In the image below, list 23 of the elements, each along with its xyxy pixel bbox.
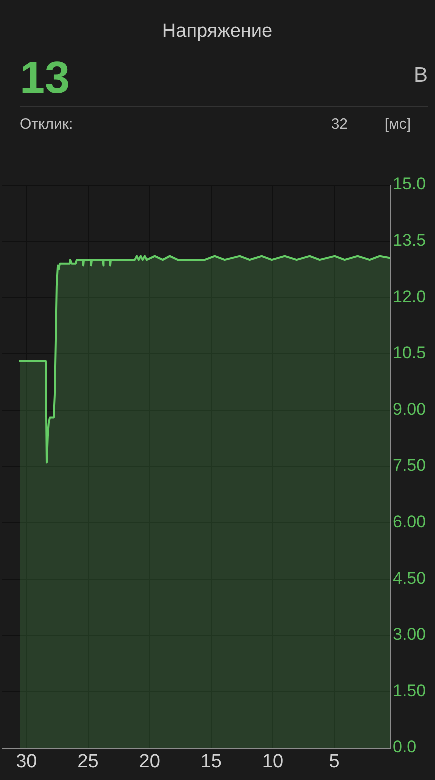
x-tick-label: 15 bbox=[200, 752, 222, 773]
text: Отклик: bbox=[20, 116, 74, 134]
text: В bbox=[414, 64, 428, 88]
y-tick-label: 4.50 bbox=[393, 568, 426, 588]
y-tick-label: 3.00 bbox=[393, 625, 426, 644]
x-tick-label: 20 bbox=[139, 752, 160, 773]
y-tick-label: 12.0 bbox=[393, 287, 426, 306]
text: [мс] bbox=[384, 116, 411, 134]
x-tick-label: 25 bbox=[78, 752, 99, 773]
chart-title: Напряжение bbox=[161, 21, 274, 43]
y-tick-label: 13.5 bbox=[393, 230, 426, 250]
y-tick-label: 10.5 bbox=[393, 344, 426, 363]
x-tick-label: 30 bbox=[16, 752, 38, 773]
x-tick-label: 10 bbox=[262, 752, 284, 773]
y-tick-label: 6.00 bbox=[393, 512, 426, 532]
y-tick-label: 9.00 bbox=[393, 400, 426, 419]
text: 32 bbox=[331, 116, 348, 134]
text: 13 bbox=[20, 52, 70, 103]
y-tick-label: 7.50 bbox=[393, 456, 426, 476]
y-tick-label: 0.0 bbox=[393, 738, 417, 757]
y-tick-label: 1.50 bbox=[393, 681, 426, 700]
x-tick-label: 5 bbox=[329, 752, 340, 773]
y-tick-label: 15.0 bbox=[393, 174, 426, 194]
